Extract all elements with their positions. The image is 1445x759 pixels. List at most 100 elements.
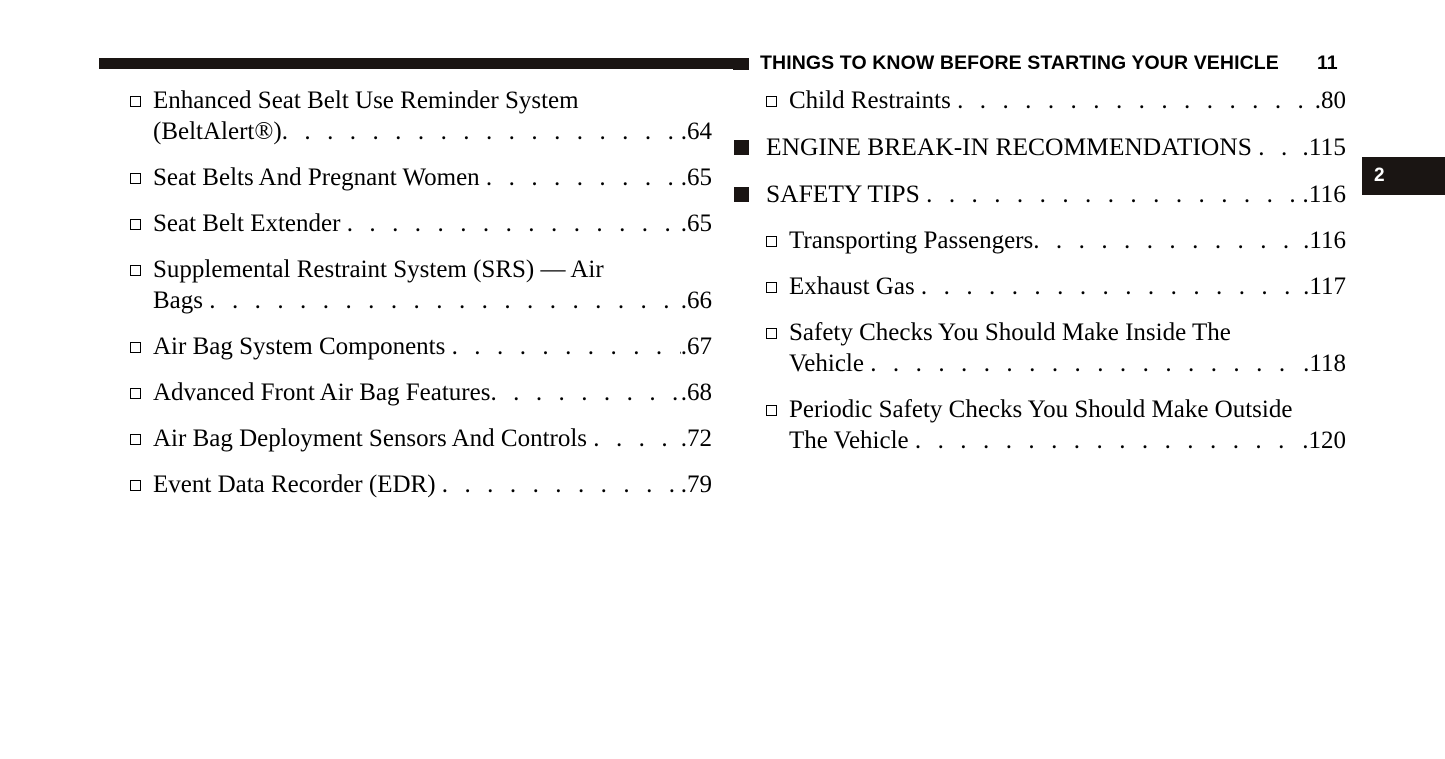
toc-page-number: .80 xyxy=(1314,87,1346,114)
toc-entry-body: SAFETY TIPS . . . . . . . . . . . . . . … xyxy=(732,178,1346,210)
chapter-tab[interactable]: 2 xyxy=(1362,157,1445,195)
toc-entry[interactable]: Air Bag Deployment Sensors And Controls … xyxy=(128,423,712,454)
dot-leader: . . . . . . . . . . . . . . . . . . . . … xyxy=(441,471,681,498)
toc-page-number: .115 xyxy=(1302,132,1346,161)
toc-entry[interactable]: Exhaust Gas . . . . . . . . . . . . . . … xyxy=(732,271,1346,302)
toc-entry-body: Seat Belts And Pregnant Women . . . . . … xyxy=(128,162,712,193)
toc-leader-line: Event Data Recorder (EDR) . . . . . . . … xyxy=(153,469,712,500)
toc-entry-line: Supplemental Restraint System (SRS) — Ai… xyxy=(153,256,604,283)
toc-leader-line: Bags . . . . . . . . . . . . . . . . . .… xyxy=(153,285,712,316)
toc-entry-line: Enhanced Seat Belt Use Reminder System xyxy=(153,87,579,114)
toc-entry-body: Advanced Front Air Bag Features. . . . .… xyxy=(128,377,712,408)
hollow-square-icon xyxy=(130,96,141,107)
toc-entry-body: Safety Checks You Should Make Inside The… xyxy=(732,317,1346,379)
toc-entry-label: Vehicle xyxy=(789,350,871,377)
toc-entry-body: Air Bag Deployment Sensors And Controls … xyxy=(128,423,712,454)
toc-entry[interactable]: Safety Checks You Should Make Inside The… xyxy=(732,317,1346,379)
toc-entry[interactable]: SAFETY TIPS . . . . . . . . . . . . . . … xyxy=(732,178,1346,210)
header-rule-bar xyxy=(99,58,740,69)
toc-page-number: .116 xyxy=(1302,179,1346,208)
toc-entry[interactable]: Supplemental Restraint System (SRS) — Ai… xyxy=(128,254,712,316)
toc-entry[interactable]: Event Data Recorder (EDR) . . . . . . . … xyxy=(128,469,712,500)
toc-page-number: .68 xyxy=(680,379,712,406)
toc-leader-line: (BeltAlert®). . . . . . . . . . . . . . … xyxy=(153,116,712,147)
dot-leader: . . . . . . . . . . . . . . . . . . . . … xyxy=(490,379,680,406)
dot-leader: . . . . . . . . . . . . . . . . . . . . … xyxy=(1258,134,1302,161)
toc-page-number: .118 xyxy=(1303,350,1346,377)
toc-page-number: .79 xyxy=(680,471,712,498)
toc-entry-label: Air Bag Deployment Sensors And Controls xyxy=(153,425,594,452)
toc-leader-line: Air Bag Deployment Sensors And Controls … xyxy=(153,423,712,454)
hollow-square-icon xyxy=(766,282,777,293)
dot-leader: . . . . . . . . . . . . . . . . . . . . … xyxy=(926,181,1302,208)
toc-entry-label: Seat Belts And Pregnant Women xyxy=(153,164,486,191)
dot-leader: . . . . . . . . . . . . . . . . . . . . … xyxy=(451,333,681,360)
toc-leader-line: Transporting Passengers. . . . . . . . .… xyxy=(789,225,1346,256)
hollow-square-icon xyxy=(766,236,777,247)
toc-leader-line: Advanced Front Air Bag Features. . . . .… xyxy=(153,377,712,408)
hollow-square-icon xyxy=(766,96,777,107)
toc-leader-line: Air Bag System Components . . . . . . . … xyxy=(153,331,712,362)
toc-entry-line: Safety Checks You Should Make Inside The xyxy=(789,319,1231,346)
filled-square-icon xyxy=(734,140,749,155)
toc-page-number: .65 xyxy=(680,164,712,191)
toc-entry[interactable]: Air Bag System Components . . . . . . . … xyxy=(128,331,712,362)
toc-page-number: .67 xyxy=(680,333,712,360)
toc-entry-body: Periodic Safety Checks You Should Make O… xyxy=(732,394,1346,456)
toc-page-number: .65 xyxy=(680,210,712,237)
toc-entry-label: ENGINE BREAK-IN RECOMMENDATIONS xyxy=(766,132,1259,161)
toc-entry[interactable]: Seat Belts And Pregnant Women . . . . . … xyxy=(128,162,712,193)
toc-entry[interactable]: Child Restraints . . . . . . . . . . . .… xyxy=(732,85,1346,116)
toc-entry-label: (BeltAlert®) xyxy=(153,118,282,145)
toc-entry-body: ENGINE BREAK-IN RECOMMENDATIONS . . . . … xyxy=(732,131,1346,163)
toc-entry-body: Event Data Recorder (EDR) . . . . . . . … xyxy=(128,469,712,500)
dot-leader: . . . . . . . . . . . . . . . . . . . . … xyxy=(346,210,681,237)
toc-entry[interactable]: Transporting Passengers. . . . . . . . .… xyxy=(732,225,1346,256)
hollow-square-icon xyxy=(130,480,141,491)
header-page-number: 11 xyxy=(1317,52,1338,74)
toc-entry-body: Seat Belt Extender . . . . . . . . . . .… xyxy=(128,208,712,239)
toc-leader-line: Seat Belt Extender . . . . . . . . . . .… xyxy=(153,208,712,239)
toc-entry-label: Exhaust Gas xyxy=(789,273,921,300)
hollow-square-icon xyxy=(766,328,777,339)
toc-leader-line: ENGINE BREAK-IN RECOMMENDATIONS . . . . … xyxy=(766,131,1346,163)
hollow-square-icon xyxy=(130,434,141,445)
hollow-square-icon xyxy=(130,265,141,276)
toc-leader-line: Child Restraints . . . . . . . . . . . .… xyxy=(789,85,1346,116)
header-square-icon xyxy=(733,58,749,70)
toc-entry-body: Supplemental Restraint System (SRS) — Ai… xyxy=(128,254,712,316)
hollow-square-icon xyxy=(130,219,141,230)
dot-leader: . . . . . . . . . . . . . . . . . . . . … xyxy=(209,287,681,314)
toc-page-number: .66 xyxy=(680,287,712,314)
toc-entry-body: Air Bag System Components . . . . . . . … xyxy=(128,331,712,362)
toc-page-number: .72 xyxy=(680,425,712,452)
toc-leader-line: The Vehicle . . . . . . . . . . . . . . … xyxy=(789,425,1346,456)
dot-leader: . . . . . . . . . . . . . . . . . . . . … xyxy=(920,273,1303,300)
dot-leader: . . . . . . . . . . . . . . . . . . . . … xyxy=(485,164,681,191)
toc-entry[interactable]: Seat Belt Extender . . . . . . . . . . .… xyxy=(128,208,712,239)
dot-leader: . . . . . . . . . . . . . . . . . . . . … xyxy=(1033,227,1303,254)
toc-column-left: Enhanced Seat Belt Use Reminder System (B… xyxy=(128,85,712,500)
toc-entry-label: Advanced Front Air Bag Features xyxy=(153,379,491,406)
toc-entry[interactable]: Enhanced Seat Belt Use Reminder System (B… xyxy=(128,85,712,147)
toc-entry-label: Transporting Passengers xyxy=(789,227,1034,254)
toc-page-number: .64 xyxy=(680,118,712,145)
toc-entry-label: Air Bag System Components xyxy=(153,333,452,360)
toc-entry[interactable]: ENGINE BREAK-IN RECOMMENDATIONS . . . . … xyxy=(732,131,1346,163)
filled-square-icon xyxy=(734,187,749,202)
dot-leader: . . . . . . . . . . . . . . . . . . . . … xyxy=(593,425,680,452)
toc-entry[interactable]: Periodic Safety Checks You Should Make O… xyxy=(732,394,1346,456)
toc-leader-line: SAFETY TIPS . . . . . . . . . . . . . . … xyxy=(766,178,1346,210)
toc-entry-body: Transporting Passengers. . . . . . . . .… xyxy=(732,225,1346,256)
toc-entry-label: Bags xyxy=(153,287,210,314)
toc-page-number: .117 xyxy=(1303,273,1346,300)
toc-page-number: .120 xyxy=(1302,427,1346,454)
toc-entry-label: Child Restraints xyxy=(789,87,958,114)
toc-entry[interactable]: Advanced Front Air Bag Features. . . . .… xyxy=(128,377,712,408)
page-header: THINGS TO KNOW BEFORE STARTING YOUR VEHI… xyxy=(0,50,1445,84)
toc-entry-line: Periodic Safety Checks You Should Make O… xyxy=(789,396,1293,423)
toc-entry-body: Child Restraints . . . . . . . . . . . .… xyxy=(732,85,1346,116)
hollow-square-icon xyxy=(130,342,141,353)
toc-column-right: Child Restraints . . . . . . . . . . . .… xyxy=(732,85,1346,456)
toc-entry-label: Event Data Recorder (EDR) xyxy=(153,471,442,498)
